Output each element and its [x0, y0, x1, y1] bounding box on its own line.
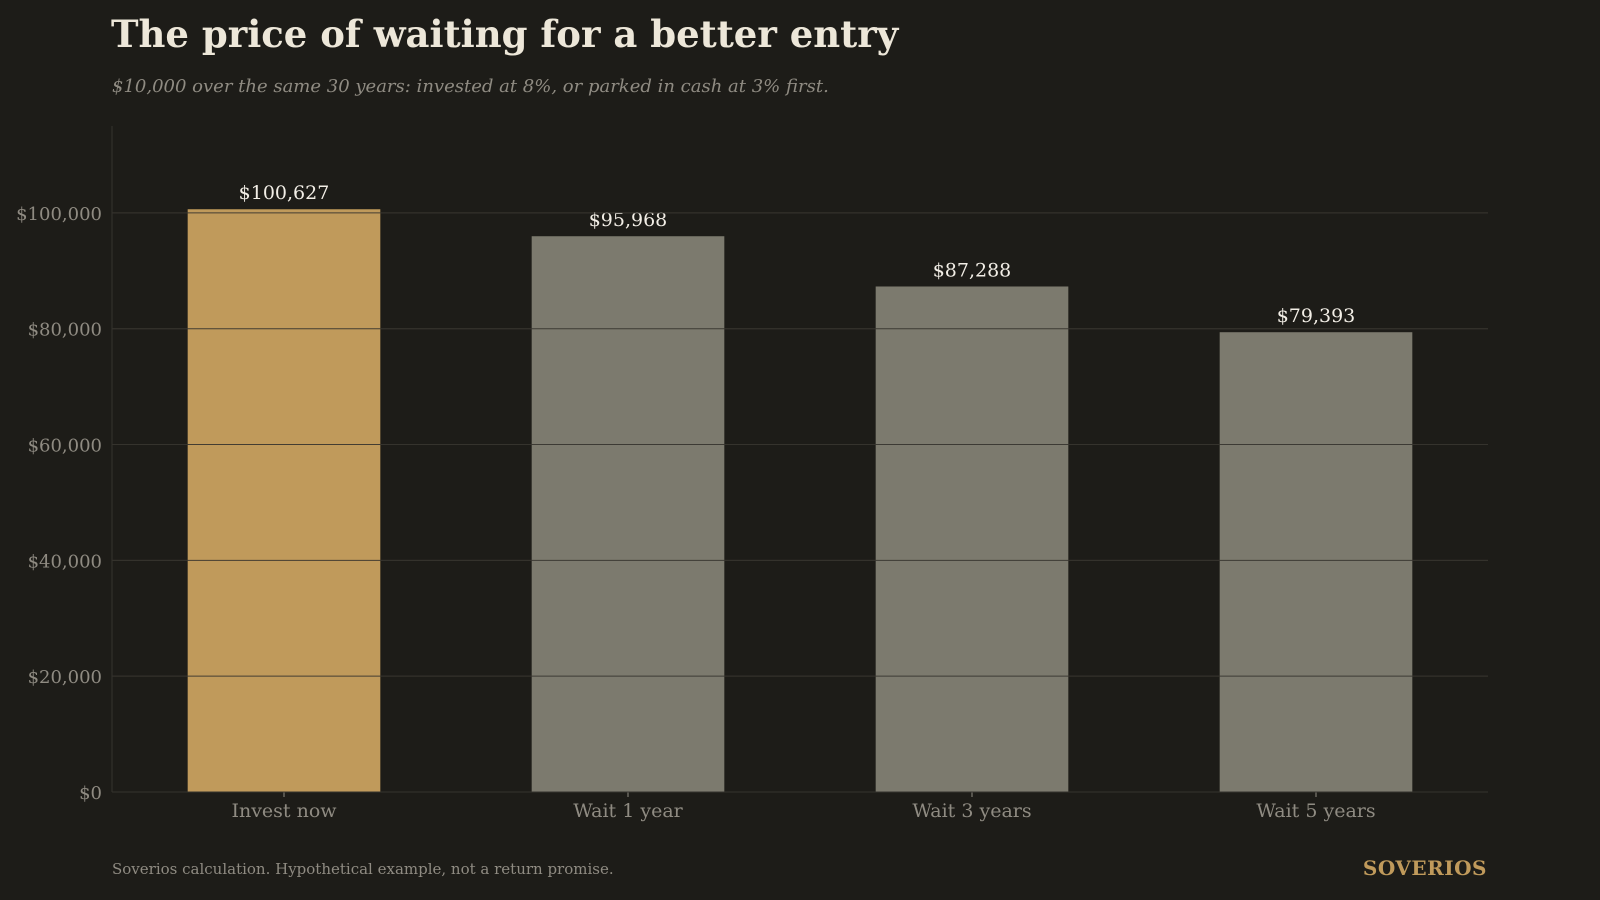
axes: $0 $20,000 $40,000 $60,000 $80,000 $100,000 In…	[16, 126, 1488, 822]
bar-value-label: $87,288	[933, 259, 1012, 281]
x-tick-label: Wait 3 years	[912, 800, 1031, 822]
bars	[187, 209, 1413, 793]
x-tick-label: Wait 1 year	[573, 800, 683, 822]
chart-subtitle: $10,000 over the same 30 years: invested…	[112, 76, 829, 97]
bar-value-label: $100,627	[239, 182, 330, 204]
brand-logo: SOVERIOS	[1362, 856, 1487, 880]
bar-value-label: $79,393	[1277, 305, 1356, 327]
x-tick-label: Wait 5 years	[1256, 800, 1375, 822]
source-note: Soverios calculation. Hypothetical examp…	[112, 860, 614, 878]
y-tick-label: $60,000	[28, 436, 102, 457]
value-labels: $100,627 $95,968 $87,288 $79,393	[112, 182, 1488, 677]
x-tick-label: Invest now	[231, 800, 337, 822]
y-tick-label: $80,000	[28, 320, 102, 341]
bar	[1219, 332, 1413, 792]
y-tick-label: $100,000	[16, 204, 102, 225]
y-tick-label: $40,000	[28, 551, 102, 572]
chart-title: The price of waiting for a better entry	[111, 12, 899, 56]
y-tick-label: $0	[79, 783, 102, 804]
y-tick-label: $20,000	[28, 667, 102, 688]
bar-value-label: $95,968	[589, 209, 668, 231]
bar	[531, 236, 725, 793]
bar	[187, 209, 381, 793]
bar	[875, 286, 1069, 792]
